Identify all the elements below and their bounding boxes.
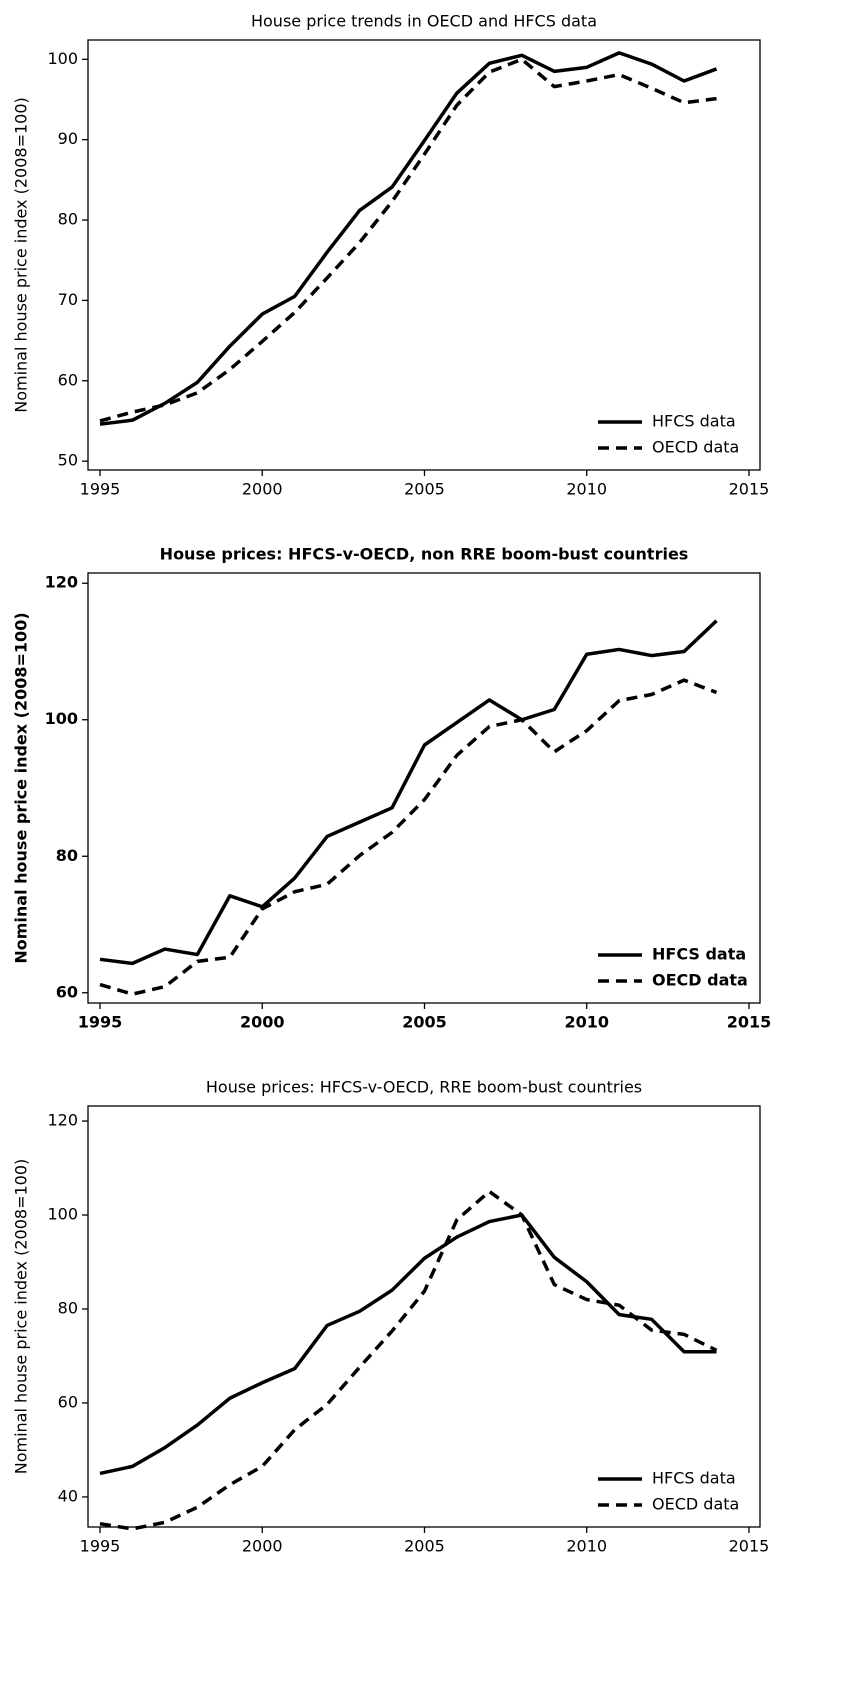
x-tick-label: 2015	[727, 1013, 772, 1032]
y-axis-label: Nominal house price index (2008=100)	[12, 97, 31, 413]
y-tick-label: 90	[58, 129, 78, 148]
chart-panel: House price trends in OECD and HFCS data…	[12, 12, 770, 499]
x-tick-label: 1995	[80, 1537, 121, 1556]
y-tick-label: 80	[58, 210, 78, 229]
series-line	[99, 51, 718, 426]
x-tick-label: 2010	[566, 480, 607, 499]
x-tick-label: 2010	[566, 1537, 607, 1556]
plot-frame	[87, 1105, 761, 1528]
y-tick-label: 100	[47, 49, 78, 68]
y-tick-label: 120	[47, 1111, 78, 1130]
series-line	[99, 678, 718, 996]
x-tick-label: 2000	[240, 1013, 285, 1032]
y-tick-label: 100	[45, 709, 78, 728]
legend-label: OECD data	[652, 438, 739, 457]
x-tick-label: 1995	[78, 1013, 123, 1032]
x-tick-label: 2010	[564, 1013, 609, 1032]
y-tick-label: 50	[58, 451, 78, 470]
y-axis-label: Nominal house price index (2008=100)	[12, 612, 31, 963]
y-tick-label: 70	[58, 290, 78, 309]
y-axis-label: Nominal house price index (2008=100)	[12, 1159, 31, 1475]
x-tick-label: 2005	[404, 1537, 445, 1556]
x-tick-label: 1995	[80, 480, 121, 499]
x-tick-label: 2015	[729, 1537, 770, 1556]
y-tick-label: 60	[58, 370, 78, 389]
legend-label: HFCS data	[652, 945, 746, 964]
x-tick-label: 2000	[242, 1537, 283, 1556]
x-tick-label: 2000	[242, 480, 283, 499]
chart-panel: House prices: HFCS-v-OECD, non RRE boom-…	[12, 545, 772, 1032]
series-line	[99, 1189, 718, 1531]
series-line	[99, 619, 718, 966]
legend-label: HFCS data	[652, 412, 736, 431]
x-tick-label: 2005	[402, 1013, 447, 1032]
legend-label: OECD data	[652, 1495, 739, 1514]
y-tick-label: 40	[58, 1486, 78, 1505]
y-tick-label: 100	[47, 1205, 78, 1224]
chart-panel: House prices: HFCS-v-OECD, RRE boom-bust…	[12, 1078, 770, 1556]
y-tick-label: 120	[45, 573, 78, 592]
x-tick-label: 2015	[729, 480, 770, 499]
chart-title: House prices: HFCS-v-OECD, RRE boom-bust…	[206, 1078, 642, 1097]
x-tick-label: 2005	[404, 480, 445, 499]
plot-frame	[87, 39, 761, 471]
series-line	[99, 1213, 717, 1476]
legend-label: OECD data	[652, 971, 748, 990]
chart-title: House price trends in OECD and HFCS data	[251, 12, 597, 31]
y-tick-label: 60	[56, 982, 78, 1001]
y-tick-label: 60	[58, 1392, 78, 1411]
legend-label: HFCS data	[652, 1469, 736, 1488]
series-line	[99, 57, 717, 423]
chart-title: House prices: HFCS-v-OECD, non RRE boom-…	[160, 545, 689, 564]
plot-frame	[87, 572, 761, 1004]
y-tick-label: 80	[58, 1298, 78, 1317]
y-tick-label: 80	[56, 846, 78, 865]
